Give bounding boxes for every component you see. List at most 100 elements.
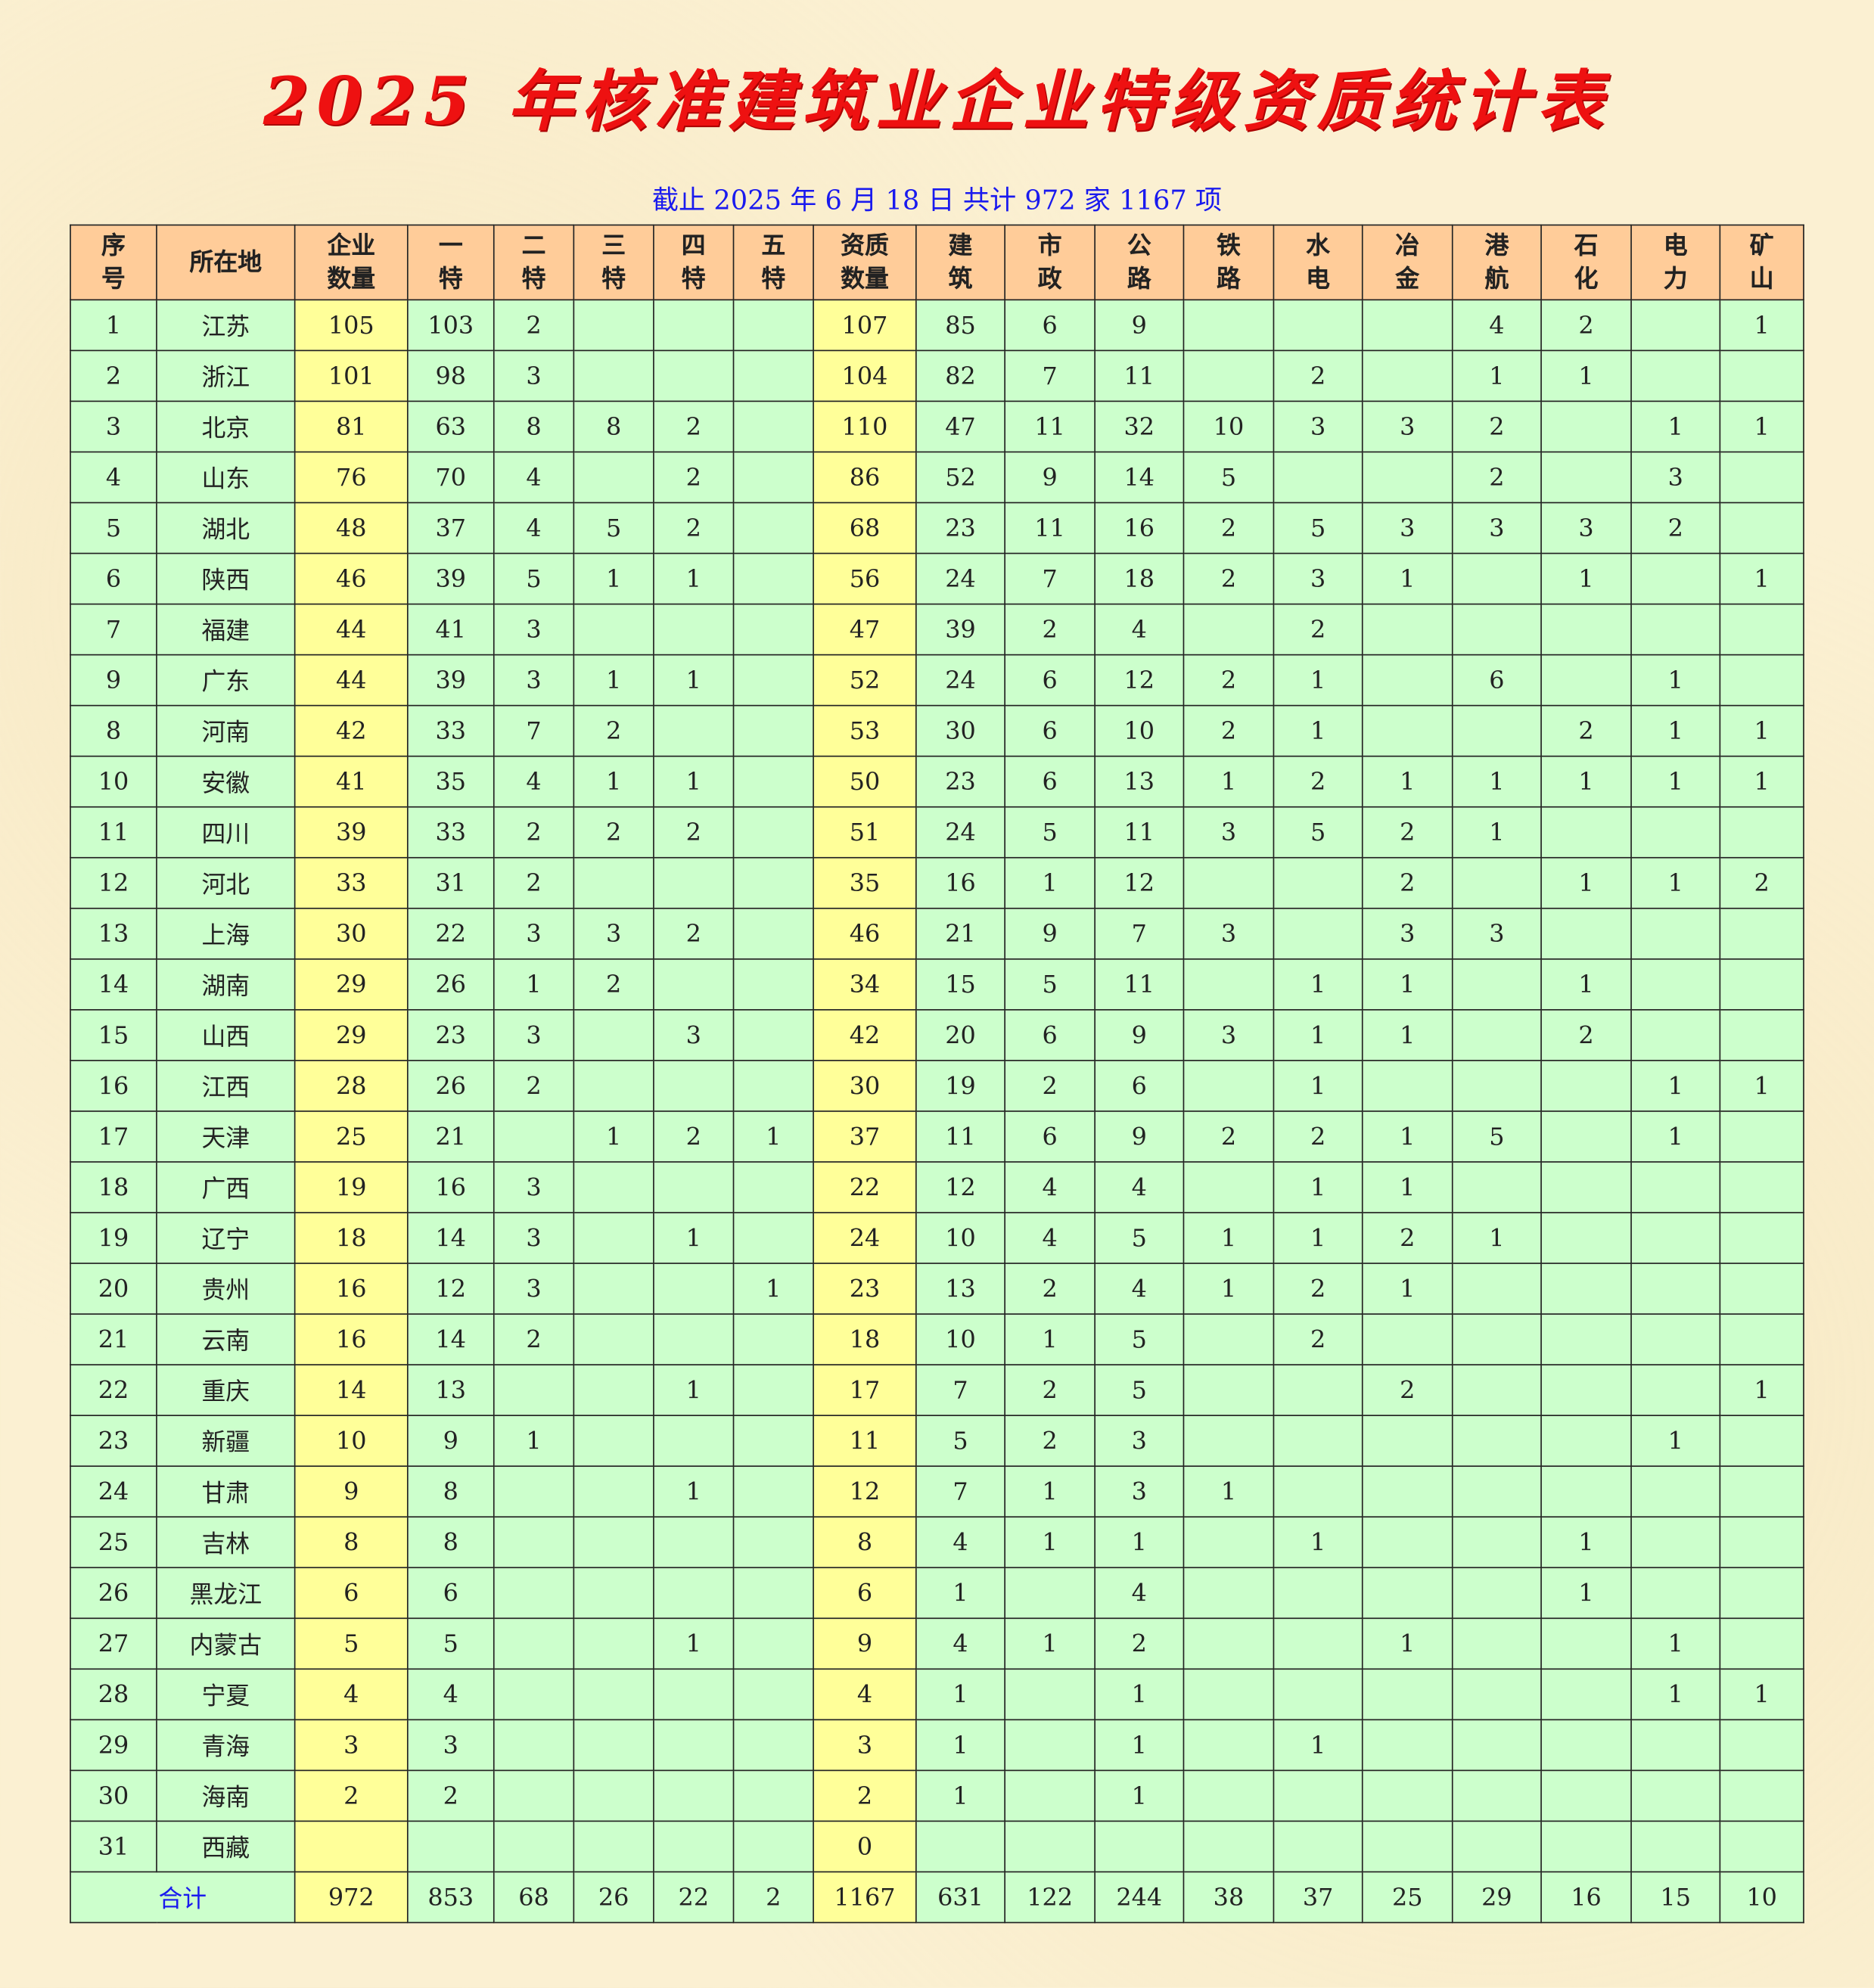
table-cell [1183,1769,1275,1822]
table-cell [1540,1769,1632,1822]
table-cell [1451,1415,1542,1468]
table-cell: 1 [1361,1110,1453,1163]
table-cell: 37 [813,1110,917,1163]
table-cell [1183,856,1275,909]
table-cell: 11 [1094,349,1185,402]
table-cell: 26 [406,958,495,1011]
table-row: 30 海南 2 2 2 1 1 [70,1769,1804,1822]
table-cell: 44 [294,603,409,656]
table-cell: 内蒙古 [156,1617,296,1670]
table-cell: 23 [406,1009,495,1061]
table-cell [1630,958,1721,1011]
table-cell [573,603,654,656]
table-cell: 宁夏 [156,1668,296,1721]
table-cell [1451,552,1542,605]
table-cell [1273,1465,1363,1518]
table-cell: 1 [1361,1161,1453,1213]
table-cell [493,1364,575,1416]
table-cell: 4 [1451,299,1542,352]
table-cell [573,299,654,352]
table-cell: 2 [493,856,575,909]
table-cell [653,1668,735,1721]
table-cell: 安徽 [156,755,296,808]
table-cell: 1 [915,1769,1005,1822]
table-cell [1183,958,1275,1011]
table-cell: 1 [1273,704,1363,757]
table-cell: 16 [294,1313,409,1365]
table-cell: 2 [1451,451,1542,504]
table-cell: 86 [813,451,917,504]
table-cell: 4 [1094,1161,1185,1213]
table-cell: 9 [70,654,157,707]
table-cell: 湖南 [156,958,296,1011]
table-cell: 广东 [156,654,296,707]
table-cell: 12 [1094,654,1185,707]
table-cell [1183,1617,1275,1670]
table-cell [732,907,814,960]
table-cell [493,1769,575,1822]
table-cell [1361,1820,1453,1873]
table-cell: 24 [70,1465,157,1518]
table-cell [573,856,654,909]
total-cell: 25 [1361,1871,1453,1924]
table-cell: 6 [1094,1060,1185,1112]
table-cell [1361,1060,1453,1112]
total-row: 合计 972 853 68 26 22 2 1167 631 122 244 38 37 25 29 16 15… [70,1871,1804,1924]
table-cell: 3 [1183,806,1275,859]
table-cell: 1 [1719,704,1804,757]
table-cell: 3 [813,1719,917,1772]
table-cell [1540,1364,1632,1416]
table-cell: 吉林 [156,1516,296,1569]
table-cell: 7 [915,1364,1005,1416]
table-cell [1719,958,1804,1011]
table-cell: 81 [294,400,409,453]
table-cell: 9 [813,1617,917,1670]
table-cell: 5 [915,1415,1005,1468]
column-header: 二 特 [493,224,575,301]
table-cell: 8 [406,1465,495,1518]
table-row: 23 新疆 10 9 1 11 5 2 3 1 [70,1415,1804,1468]
table-cell [1451,958,1542,1011]
table-cell: 1 [573,755,654,808]
table-cell: 47 [915,400,1005,453]
table-row: 7 福建 44 41 3 47 39 2 4 2 [70,603,1804,656]
table-cell: 1 [1630,704,1721,757]
table-cell: 2 [1273,603,1363,656]
table-cell: 2 [1273,1313,1363,1365]
table-cell [1630,349,1721,402]
table-cell [1273,1668,1363,1721]
table-cell [1451,1313,1542,1365]
table-cell: 37 [406,502,495,554]
table-cell: 1 [573,1110,654,1163]
table-cell: 1 [1361,1617,1453,1670]
table-cell: 1 [1630,1060,1721,1112]
table-cell: 9 [1004,451,1095,504]
table-cell: 15 [70,1009,157,1061]
table-cell: 7 [915,1465,1005,1518]
table-cell [653,603,735,656]
table-cell [1183,1820,1275,1873]
table-cell: 2 [1540,704,1632,757]
table-cell [1719,1516,1804,1569]
table-cell: 33 [406,806,495,859]
table-cell [573,451,654,504]
table-cell: 青海 [156,1719,296,1772]
table-cell [1540,1415,1632,1468]
table-cell [1540,1617,1632,1670]
table-cell: 2 [653,806,735,859]
table-cell [732,349,814,402]
table-cell: 1 [1004,856,1095,909]
table-cell: 1 [653,755,735,808]
table-cell: 39 [915,603,1005,656]
table-cell: 3 [1630,451,1721,504]
table-row: 8 河南 42 33 7 2 53 30 6 10 2 1 2 1 1 [70,704,1804,757]
column-header: 企业 数量 [294,224,409,301]
table-cell [732,400,814,453]
table-cell [732,704,814,757]
table-cell: 11 [70,806,157,859]
table-cell: 3 [1361,907,1453,960]
table-cell: 9 [1094,1110,1185,1163]
table-cell: 1 [915,1567,1005,1620]
table-cell [1183,1161,1275,1213]
column-header: 铁 路 [1183,224,1275,301]
